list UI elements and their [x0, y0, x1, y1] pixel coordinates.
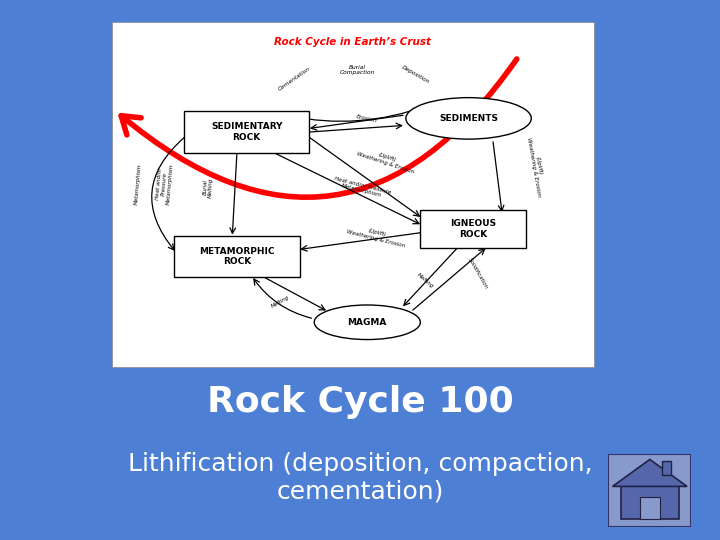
Text: SEDIMENTARY
ROCK: SEDIMENTARY ROCK	[211, 123, 282, 142]
Ellipse shape	[406, 98, 531, 139]
FancyArrowPatch shape	[121, 59, 517, 197]
Text: MAGMA: MAGMA	[348, 318, 387, 327]
Polygon shape	[640, 497, 660, 519]
Polygon shape	[613, 460, 687, 487]
Text: (Uplift)
Weathering & Erosion: (Uplift) Weathering & Erosion	[526, 136, 546, 197]
Text: IGNEOUS
ROCK: IGNEOUS ROCK	[450, 219, 497, 239]
Text: Burial
Melting: Burial Melting	[202, 177, 214, 198]
Text: Melting: Melting	[415, 272, 435, 289]
Ellipse shape	[314, 305, 420, 340]
Text: Heat and/or
Pressure
Metamorphism: Heat and/or Pressure Metamorphism	[155, 163, 175, 205]
FancyBboxPatch shape	[184, 111, 310, 153]
Text: Cementation: Cementation	[278, 66, 312, 92]
Text: Lithification (deposition, compaction,
cementation): Lithification (deposition, compaction, c…	[127, 452, 593, 504]
Text: Metamorphism: Metamorphism	[134, 163, 143, 205]
FancyBboxPatch shape	[174, 236, 300, 278]
Text: Deposition: Deposition	[400, 65, 431, 85]
Text: Erosion: Erosion	[356, 113, 379, 123]
Polygon shape	[621, 487, 679, 519]
Text: Solidification: Solidification	[467, 258, 489, 291]
Text: (Uplift)
Weathering & Erosion: (Uplift) Weathering & Erosion	[346, 224, 408, 248]
FancyBboxPatch shape	[112, 22, 594, 367]
FancyBboxPatch shape	[420, 210, 526, 248]
Text: METAMORPHIC
ROCK: METAMORPHIC ROCK	[199, 247, 275, 266]
Text: Burial
Compaction: Burial Compaction	[340, 65, 375, 76]
Polygon shape	[662, 461, 670, 475]
Text: Heat and/or Pressure
Metamorphism: Heat and/or Pressure Metamorphism	[333, 175, 392, 200]
FancyBboxPatch shape	[608, 454, 691, 526]
Text: Melting: Melting	[271, 294, 290, 309]
Text: Rock Cycle 100: Rock Cycle 100	[207, 386, 513, 419]
Text: (Uplift)
Weathering & Erosion: (Uplift) Weathering & Erosion	[356, 145, 417, 174]
Text: Rock Cycle in Earth’s Crust: Rock Cycle in Earth’s Crust	[274, 37, 431, 47]
Text: SEDIMENTS: SEDIMENTS	[439, 114, 498, 123]
